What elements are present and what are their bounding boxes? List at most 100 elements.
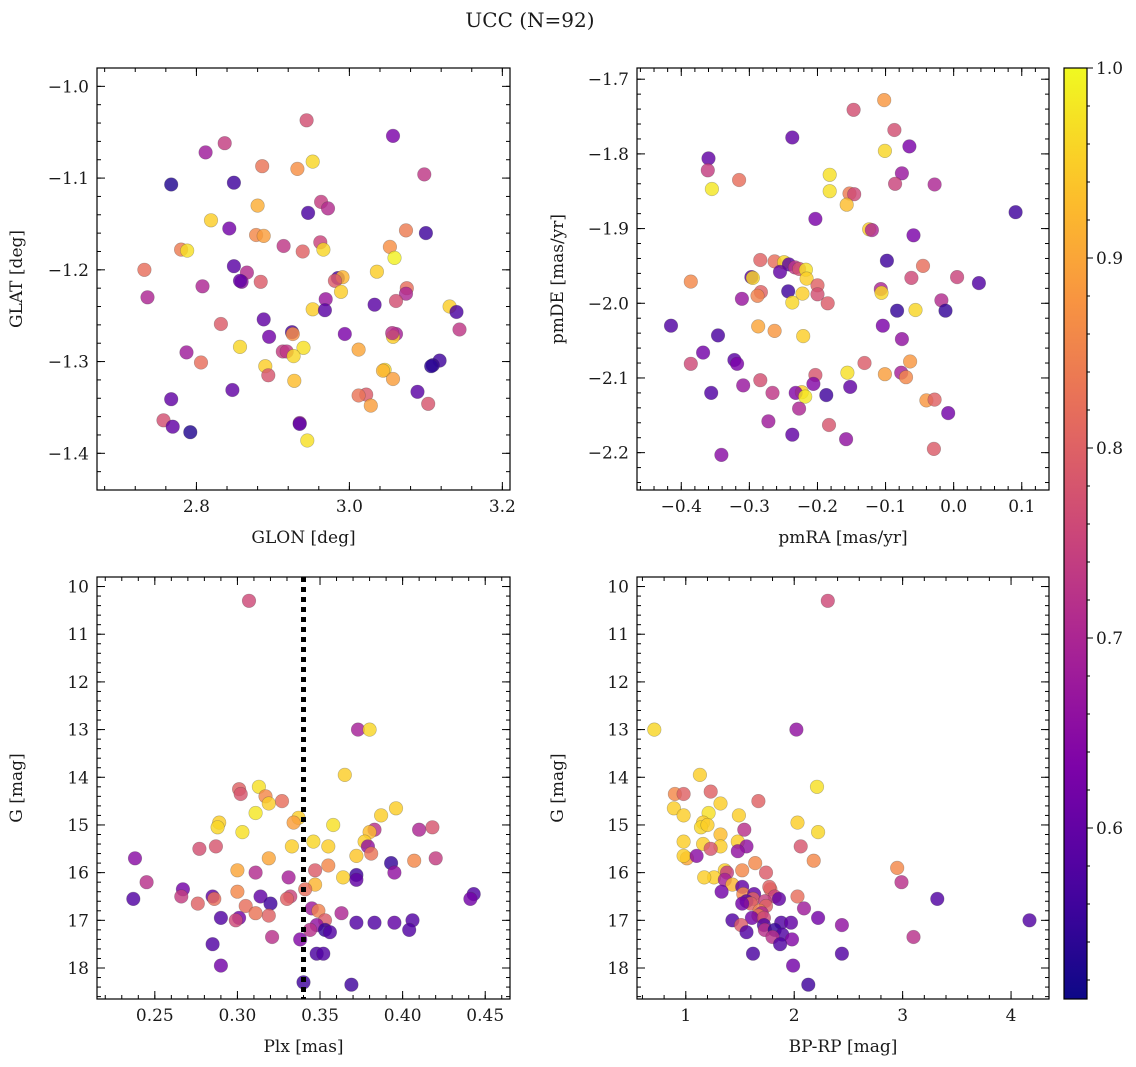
scatter-point bbox=[192, 841, 207, 856]
scatter-point bbox=[301, 205, 316, 220]
scatter-point bbox=[877, 367, 893, 382]
scatter-point bbox=[843, 379, 858, 395]
scatter-point bbox=[230, 863, 245, 878]
scatter-point bbox=[692, 767, 708, 783]
x-axis-label: pmRA [mas/yr] bbox=[778, 528, 907, 548]
scatter-point bbox=[821, 417, 837, 433]
scatter-point bbox=[784, 932, 800, 947]
scatter-point bbox=[207, 891, 222, 907]
scatter-point bbox=[317, 303, 333, 318]
scatter-point bbox=[321, 839, 336, 854]
y-tick-label: −1.1 bbox=[48, 169, 89, 189]
scatter-point bbox=[349, 872, 364, 887]
x-tick-label: 0.0 bbox=[940, 497, 967, 517]
scatter-point bbox=[140, 290, 155, 305]
scatter-point bbox=[322, 925, 338, 940]
x-tick-label: 4 bbox=[1006, 1006, 1017, 1026]
scatter-point bbox=[810, 287, 825, 302]
scatter-point bbox=[398, 223, 414, 238]
scatter-point bbox=[410, 384, 425, 399]
scatter-point bbox=[875, 318, 890, 333]
scatter-point bbox=[904, 270, 919, 286]
axes-frame bbox=[636, 67, 1050, 491]
scatter-point bbox=[877, 92, 892, 108]
scatter-point bbox=[874, 285, 889, 300]
scatter-point bbox=[926, 441, 942, 457]
axes-frame bbox=[636, 576, 1050, 1000]
y-tick-label: −1.0 bbox=[48, 77, 89, 97]
scatter-point bbox=[300, 433, 315, 448]
scatter-point bbox=[887, 122, 902, 138]
scatter-point bbox=[663, 318, 679, 333]
scatter-point bbox=[295, 244, 310, 259]
scatter-point bbox=[791, 401, 807, 416]
scatter-point bbox=[183, 425, 198, 440]
scatter-point bbox=[250, 198, 265, 213]
scatter-point bbox=[198, 145, 213, 160]
y-tick-label: 10 bbox=[67, 578, 89, 598]
scatter-point bbox=[369, 264, 385, 279]
y-tick-label: 12 bbox=[67, 673, 89, 693]
scatter-point bbox=[695, 345, 711, 360]
scatter-point bbox=[180, 243, 195, 258]
x-axis-label: BP-RP [mag] bbox=[789, 1037, 898, 1057]
scatter-point bbox=[938, 303, 953, 318]
scatter-point bbox=[226, 175, 241, 190]
scatter-point bbox=[902, 354, 918, 369]
y-tick-label: −1.2 bbox=[48, 261, 89, 281]
scatter-point bbox=[222, 221, 237, 236]
scatter-point bbox=[281, 870, 296, 885]
scatter-point bbox=[898, 370, 914, 385]
scatter-point bbox=[248, 865, 263, 880]
x-tick-label: −0.4 bbox=[661, 497, 702, 517]
scatter-point bbox=[286, 349, 301, 364]
scatter-point bbox=[203, 213, 219, 228]
scatter-point bbox=[256, 312, 271, 327]
scatter-point bbox=[164, 177, 179, 192]
x-tick-label: 0.25 bbox=[136, 1006, 174, 1026]
scatter-point bbox=[772, 937, 788, 952]
x-tick-label: 2 bbox=[789, 1006, 800, 1026]
y-tick-label: −1.9 bbox=[588, 220, 629, 240]
scatter-point bbox=[263, 896, 278, 911]
scatter-point bbox=[753, 373, 768, 388]
scatter-point bbox=[286, 815, 301, 830]
scatter-point bbox=[808, 211, 823, 226]
scatter-point bbox=[736, 378, 751, 393]
x-tick-label: 0.40 bbox=[384, 1006, 422, 1026]
x-tick-label: 3.2 bbox=[489, 497, 516, 517]
scatter-point bbox=[887, 176, 903, 191]
scatter-point bbox=[296, 340, 311, 355]
scatter-point bbox=[337, 767, 352, 783]
scatter-point bbox=[877, 143, 893, 158]
y-tick-label: 14 bbox=[607, 768, 629, 788]
scatter-point bbox=[713, 827, 728, 842]
y-tick-label: 17 bbox=[607, 911, 629, 931]
scatter-point bbox=[228, 913, 243, 928]
scatter-point bbox=[321, 858, 336, 873]
scatter-point bbox=[251, 779, 266, 794]
scatter-point bbox=[327, 273, 343, 288]
y-tick-label: 12 bbox=[607, 673, 629, 693]
x-tick-label: −0.2 bbox=[797, 497, 838, 517]
y-tick-label: 13 bbox=[67, 721, 89, 741]
y-tick-label: 10 bbox=[607, 578, 629, 598]
scatter-point bbox=[375, 363, 391, 378]
scatter-point bbox=[847, 187, 862, 202]
scatter-point bbox=[398, 286, 414, 301]
scatter-point bbox=[261, 796, 276, 811]
scatter-point bbox=[908, 302, 923, 318]
scatter-point bbox=[710, 328, 726, 343]
scatter-point bbox=[385, 128, 401, 143]
scatter-points bbox=[647, 593, 1037, 992]
scatter-point bbox=[193, 355, 209, 370]
scatter-point bbox=[344, 977, 359, 992]
scatter-point bbox=[388, 801, 404, 816]
scatter-point bbox=[790, 815, 805, 830]
scatter-point bbox=[697, 870, 712, 885]
scatter-point bbox=[417, 167, 432, 182]
scatter-point bbox=[349, 848, 364, 864]
scatter-point bbox=[248, 805, 263, 821]
colorbar-tick-label: 0.9 bbox=[1096, 249, 1123, 269]
y-tick-label: 15 bbox=[67, 816, 89, 836]
